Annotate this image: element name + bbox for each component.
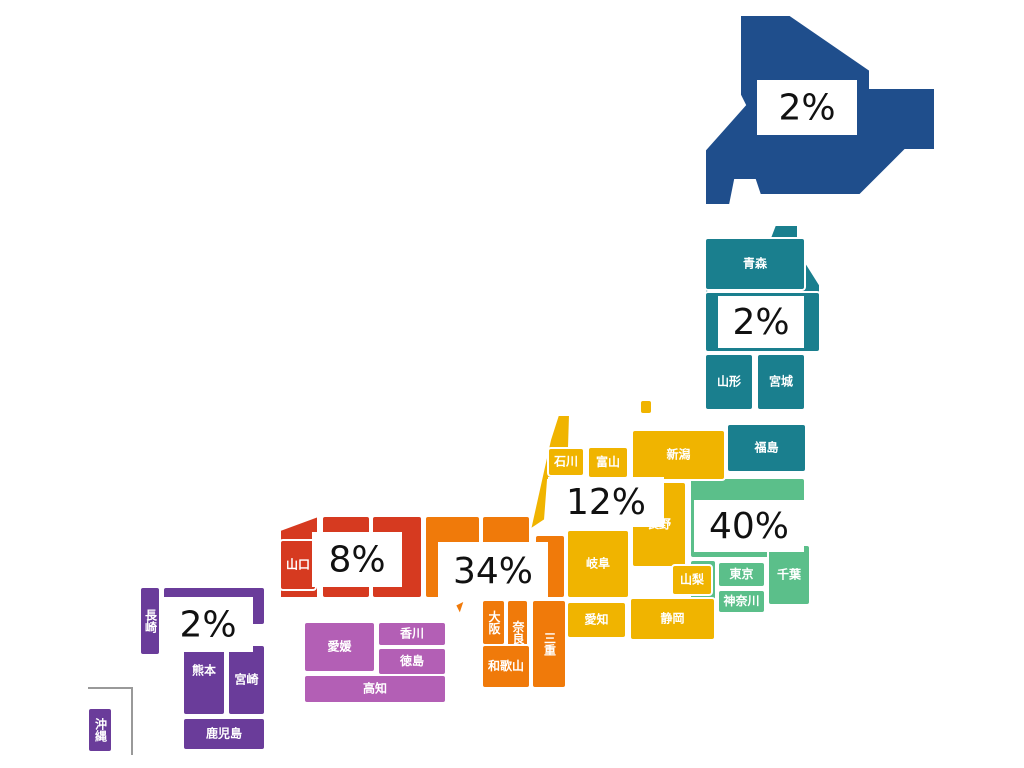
percent-box bbox=[757, 80, 857, 135]
prefecture-shape bbox=[631, 429, 726, 481]
prefecture-label: 愛媛 bbox=[327, 639, 352, 654]
prefecture-label: 愛知 bbox=[584, 612, 608, 627]
percent-box bbox=[312, 532, 402, 587]
prefecture-shape bbox=[303, 621, 376, 673]
prefecture-label: 長崎 bbox=[144, 608, 158, 634]
region-shape bbox=[453, 598, 467, 618]
prefecture-label: 神奈川 bbox=[723, 593, 759, 608]
percent-label: 34% bbox=[453, 551, 533, 592]
prefecture-shape bbox=[704, 237, 806, 291]
percent-box bbox=[438, 542, 548, 600]
prefecture-shape bbox=[566, 529, 630, 599]
prefecture-label: 宮城 bbox=[769, 374, 793, 389]
prefecture-shape bbox=[481, 644, 531, 689]
prefecture-label: 熊本 bbox=[192, 663, 216, 678]
percent-label: 12% bbox=[566, 482, 646, 523]
prefecture-label: 奈良 bbox=[511, 619, 525, 645]
prefecture-label: 山梨 bbox=[680, 572, 704, 587]
prefecture-shape bbox=[87, 707, 113, 753]
percent-label: 2% bbox=[778, 88, 835, 129]
prefecture-shape bbox=[756, 353, 806, 411]
prefecture-shape bbox=[726, 423, 807, 473]
percent-box bbox=[718, 296, 804, 348]
labels: 2%青森山形宮城福島2%東京神奈川千葉40%新潟石川富山長野岐阜山梨愛知静岡12… bbox=[94, 80, 857, 742]
prefecture-shape bbox=[531, 599, 567, 689]
prefecture-label: 宮崎 bbox=[234, 672, 258, 687]
percent-box bbox=[163, 597, 253, 652]
prefecture-label: 石川 bbox=[553, 455, 578, 469]
prefecture-shape bbox=[139, 586, 161, 656]
prefecture-shape bbox=[629, 597, 716, 641]
prefecture-shape bbox=[717, 561, 766, 588]
prefecture-label: 新潟 bbox=[666, 447, 690, 462]
prefecture-shape bbox=[704, 353, 754, 411]
okinawa-separator bbox=[88, 687, 133, 755]
percent-label: 2% bbox=[732, 302, 789, 343]
prefecture-shape bbox=[547, 447, 585, 477]
prefecture-label: 和歌山 bbox=[487, 658, 524, 673]
prefecture-label: 山口 bbox=[286, 557, 310, 572]
prefecture-shape bbox=[182, 717, 266, 751]
prefecture-label: 沖縄 bbox=[94, 717, 108, 742]
prefecture-label: 高知 bbox=[363, 681, 387, 696]
prefecture-label: 東京 bbox=[729, 566, 753, 581]
percent-box bbox=[694, 500, 804, 552]
prefecture-label: 山形 bbox=[717, 374, 741, 389]
prefecture-label: 香川 bbox=[399, 626, 424, 641]
prefecture-shape bbox=[377, 621, 447, 647]
percent-label: 40% bbox=[709, 506, 789, 547]
prefecture-shape bbox=[671, 564, 713, 596]
prefecture-label: 福島 bbox=[753, 440, 778, 455]
region-shape bbox=[639, 399, 653, 415]
prefecture-label: 静岡 bbox=[660, 611, 684, 626]
prefecture-shape bbox=[717, 589, 766, 614]
prefecture-label: 青森 bbox=[743, 256, 768, 271]
prefecture-label: 三重 bbox=[543, 632, 557, 656]
prefecture-label: 徳島 bbox=[399, 653, 424, 668]
percent-label: 2% bbox=[179, 605, 236, 646]
prefecture-label: 鹿児島 bbox=[206, 726, 242, 741]
prefecture-label: 千葉 bbox=[777, 567, 802, 582]
prefecture-shape bbox=[303, 674, 447, 704]
percent-label: 8% bbox=[328, 540, 385, 581]
prefecture-label: 大阪 bbox=[487, 609, 501, 635]
prefecture-label: 富山 bbox=[596, 454, 620, 469]
prefecture-label: 岐阜 bbox=[586, 556, 610, 571]
percent-box bbox=[548, 477, 664, 527]
